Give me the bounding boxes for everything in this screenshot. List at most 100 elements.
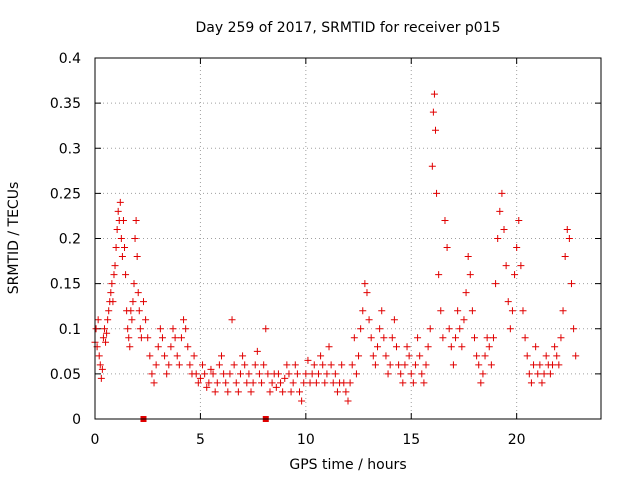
data-point	[119, 216, 127, 224]
data-point	[137, 334, 145, 342]
data-point	[158, 334, 166, 342]
data-point	[226, 370, 234, 378]
data-point	[283, 361, 291, 369]
y-tick-label: 0.2	[59, 232, 81, 248]
data-point	[194, 379, 202, 387]
y-tick-label: 0	[72, 412, 81, 428]
data-point	[306, 379, 314, 387]
data-point	[567, 280, 575, 288]
data-point	[414, 334, 422, 342]
x-tick-label: 10	[297, 432, 315, 448]
data-point	[521, 334, 529, 342]
data-point	[277, 379, 285, 387]
x-tick-label: 20	[508, 432, 526, 448]
data-point	[201, 370, 209, 378]
data-point	[129, 298, 137, 306]
data-point	[530, 361, 538, 369]
data-point	[407, 370, 415, 378]
data-point	[109, 298, 117, 306]
data-point	[104, 316, 112, 324]
data-point	[494, 235, 502, 242]
data-point	[570, 325, 578, 333]
data-point	[253, 347, 261, 355]
data-point	[161, 352, 169, 360]
data-point	[249, 379, 257, 387]
data-point	[222, 379, 230, 387]
data-point	[511, 271, 519, 279]
data-point	[504, 298, 512, 306]
data-point	[388, 334, 396, 342]
data-point	[395, 361, 403, 369]
data-point	[245, 370, 253, 378]
data-point	[243, 379, 251, 387]
data-point	[439, 334, 447, 342]
data-point	[382, 352, 390, 360]
data-point	[369, 352, 377, 360]
y-tick-label: 0.15	[50, 277, 81, 293]
data-point	[405, 352, 413, 360]
data-point	[327, 361, 335, 369]
data-point	[173, 352, 181, 360]
data-point	[361, 280, 369, 288]
data-point	[262, 325, 270, 333]
data-point	[449, 361, 457, 369]
data-point	[146, 352, 154, 360]
data-point	[536, 361, 544, 369]
data-point	[464, 253, 472, 261]
y-tick-label: 0.05	[50, 367, 81, 383]
data-point	[441, 216, 449, 224]
data-point	[126, 343, 134, 351]
data-point	[317, 352, 325, 360]
data-point	[310, 361, 318, 369]
data-point	[308, 370, 316, 378]
data-point	[331, 370, 339, 378]
data-point	[430, 90, 438, 98]
data-point	[268, 379, 276, 387]
data-point	[418, 370, 426, 378]
data-point	[105, 307, 113, 315]
data-point	[435, 271, 443, 279]
data-point	[285, 370, 293, 378]
y-tick-label: 0.3	[59, 141, 81, 157]
data-point	[190, 352, 198, 360]
data-point	[260, 361, 268, 369]
data-point	[551, 343, 559, 351]
data-point	[255, 370, 263, 378]
data-point	[532, 343, 540, 351]
data-point	[218, 352, 225, 360]
data-point	[139, 298, 147, 306]
data-point	[374, 343, 382, 351]
data-point	[523, 352, 531, 360]
data-point	[125, 334, 133, 342]
data-point	[359, 307, 367, 315]
data-point	[274, 370, 282, 378]
data-point	[376, 325, 384, 333]
data-point	[338, 361, 346, 369]
data-point	[546, 370, 554, 378]
data-point	[127, 307, 135, 315]
data-point	[131, 235, 139, 242]
data-point	[452, 334, 460, 342]
data-point	[401, 361, 409, 369]
data-point	[489, 334, 497, 342]
data-point	[279, 388, 287, 396]
data-point	[184, 343, 192, 351]
data-point	[473, 352, 481, 360]
data-point	[380, 334, 388, 342]
data-point	[365, 316, 373, 324]
data-point	[534, 370, 542, 378]
data-point	[291, 361, 299, 369]
data-point	[232, 379, 240, 387]
data-point	[468, 307, 476, 315]
data-point	[462, 289, 470, 297]
y-tick-label: 0.4	[59, 51, 81, 67]
data-point	[502, 262, 510, 270]
data-point	[251, 361, 259, 369]
data-point	[553, 352, 561, 360]
data-point	[517, 262, 525, 270]
data-point	[98, 365, 106, 373]
data-point	[302, 370, 310, 378]
data-point	[443, 244, 451, 252]
data-point	[487, 361, 495, 369]
data-point	[113, 225, 121, 233]
